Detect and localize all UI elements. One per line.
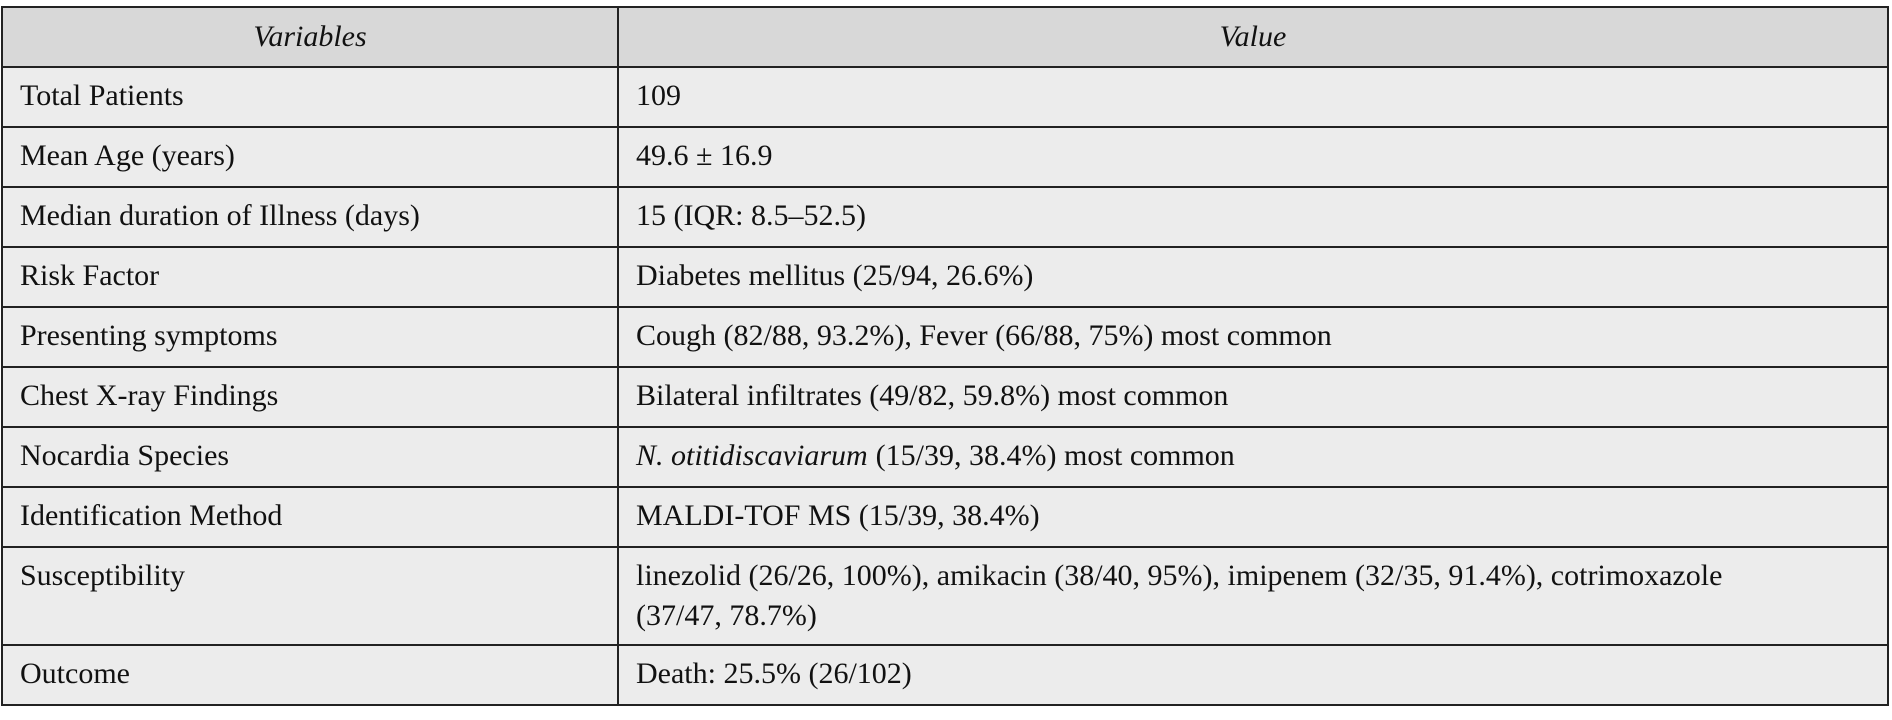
value-text: 15 (IQR: 8.5–52.5) [636, 199, 866, 232]
table-row: Presenting symptoms Cough (82/88, 93.2%),… [1, 306, 1889, 368]
table-row: Outcome Death: 25.5% (26/102) [1, 644, 1889, 706]
value-text: 109 [636, 79, 681, 112]
data-table: Variables Value Total Patients 109 Mean Ag… [1, 6, 1889, 706]
value-cell: Diabetes mellitus (25/94, 26.6%) [617, 246, 1889, 308]
variable-cell: Susceptibility [1, 546, 619, 646]
header-row: Variables Value [1, 6, 1889, 68]
value-text: Bilateral infiltrates (49/82, 59.8%) mos… [636, 379, 1229, 412]
value-text: MALDI-TOF MS (15/39, 38.4%) [636, 499, 1040, 532]
table-row: Susceptibility linezolid (26/26, 100%), a… [1, 546, 1889, 646]
variable-cell: Outcome [1, 644, 619, 706]
variable-cell: Presenting symptoms [1, 306, 619, 368]
variable-cell: Nocardia Species [1, 426, 619, 488]
table-row: Nocardia Species N. otitidiscaviarum (15/3… [1, 426, 1889, 488]
value-text: linezolid (26/26, 100%), amikacin (38/40… [636, 559, 1723, 632]
table-row: Chest X-ray Findings Bilateral infiltrate… [1, 366, 1889, 428]
value-text: (15/39, 38.4%) most common [875, 439, 1235, 472]
value-cell: linezolid (26/26, 100%), amikacin (38/40… [617, 546, 1889, 646]
value-text: Cough (82/88, 93.2%), Fever (66/88, 75%)… [636, 319, 1332, 352]
variable-cell: Total Patients [1, 66, 619, 128]
table-row: Median duration of Illness (days) 15 (IQR… [1, 186, 1889, 248]
header-cell: Variables [1, 6, 619, 68]
value-text: Diabetes mellitus (25/94, 26.6%) [636, 259, 1034, 292]
value-cell: 49.6 ± 16.9 [617, 126, 1889, 188]
table-row: Identification Method MALDI-TOF MS (15/39… [1, 486, 1889, 548]
variable-cell: Mean Age (years) [1, 126, 619, 188]
variable-cell: Median duration of Illness (days) [1, 186, 619, 248]
variable-cell: Risk Factor [1, 246, 619, 308]
value-cell: N. otitidiscaviarum (15/39, 38.4%) most c… [617, 426, 1889, 488]
table-header: Variables Value [1, 6, 1889, 68]
value-text: 49.6 ± 16.9 [636, 139, 773, 172]
value-cell: 109 [617, 66, 1889, 128]
value-text: Death: 25.5% (26/102) [636, 657, 912, 690]
variable-cell: Chest X-ray Findings [1, 366, 619, 428]
table-row: Risk Factor Diabetes mellitus (25/94, 26.… [1, 246, 1889, 308]
value-cell: 15 (IQR: 8.5–52.5) [617, 186, 1889, 248]
value-cell: Bilateral infiltrates (49/82, 59.8%) mos… [617, 366, 1889, 428]
value-cell: Cough (82/88, 93.2%), Fever (66/88, 75%)… [617, 306, 1889, 368]
variable-cell: Identification Method [1, 486, 619, 548]
species-name: N. otitidiscaviarum [636, 439, 868, 472]
value-cell: Death: 25.5% (26/102) [617, 644, 1889, 706]
value-cell: MALDI-TOF MS (15/39, 38.4%) [617, 486, 1889, 548]
table-body: Total Patients 109 Mean Age (years) 49.6 ± … [1, 66, 1889, 706]
table-row: Total Patients 109 [1, 66, 1889, 128]
table-row: Mean Age (years) 49.6 ± 16.9 [1, 126, 1889, 188]
header-cell: Value [617, 6, 1889, 68]
